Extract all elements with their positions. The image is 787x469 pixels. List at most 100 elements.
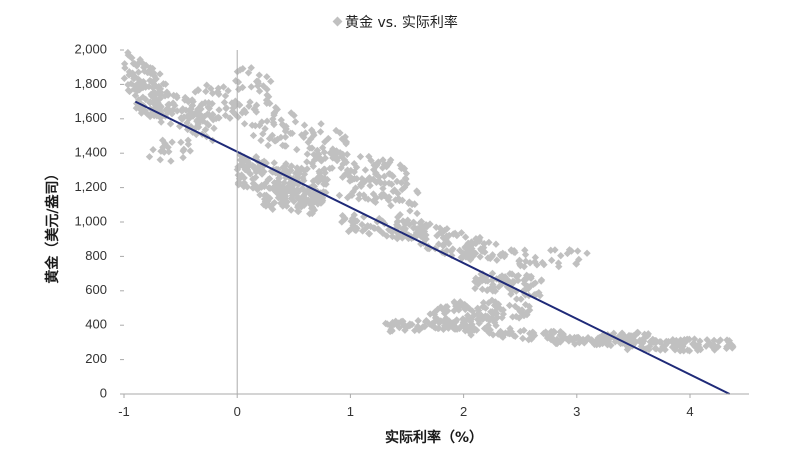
scatter-point	[483, 312, 492, 321]
scatter-point	[303, 150, 312, 158]
scatter-point	[234, 163, 242, 171]
scatter-point	[263, 73, 271, 81]
y-tick-label: 1,800	[74, 76, 107, 91]
scatter-point	[406, 207, 414, 215]
scatter-point	[149, 84, 157, 92]
scatter-point	[557, 251, 565, 260]
scatter-point	[241, 108, 250, 117]
y-tick-label: 1,600	[74, 110, 107, 125]
scatter-point	[250, 183, 258, 191]
scatter-point	[412, 229, 421, 237]
scatter-point	[385, 170, 393, 178]
y-tick-label: 800	[85, 248, 107, 263]
scatter-point	[476, 253, 484, 261]
scatter-point	[250, 164, 259, 172]
scatter-point	[349, 221, 357, 229]
scatter-point	[270, 120, 278, 129]
scatter-point	[224, 87, 232, 95]
scatter-point	[258, 181, 266, 190]
scatter-point	[181, 93, 189, 102]
scatter-point	[167, 157, 175, 165]
scatter-point	[488, 296, 496, 304]
scatter-point	[480, 324, 489, 333]
scatter-point	[272, 103, 280, 112]
scatter-point	[358, 227, 367, 235]
scatter-point	[172, 92, 181, 100]
scatter-point	[124, 81, 132, 89]
scatter-point	[471, 284, 479, 293]
scatter-point	[426, 310, 434, 318]
scatter-point	[143, 68, 152, 77]
scatter-point	[301, 189, 310, 198]
scatter-point	[370, 224, 378, 232]
scatter-point	[449, 230, 457, 238]
scatter-point	[156, 70, 164, 78]
scatter-point	[194, 120, 202, 128]
scatter-point	[708, 343, 717, 351]
scatter-point	[184, 136, 192, 144]
scatter-point	[411, 326, 419, 335]
scatter-point	[263, 85, 271, 94]
scatter-point	[696, 345, 705, 354]
scatter-point	[691, 341, 700, 349]
scatter-point	[369, 197, 378, 205]
scatter-point	[568, 335, 577, 344]
scatter-point	[293, 145, 301, 154]
scatter-point	[264, 197, 272, 205]
scatter-point	[402, 323, 411, 332]
scatter-point	[519, 334, 527, 343]
scatter-point	[215, 114, 223, 122]
y-axis-ticks: 0 200 400 600 800 1,000 1,200 1,400 1,600 1,800 2,…	[74, 41, 124, 400]
scatter-point	[230, 109, 239, 118]
scatter-point	[473, 310, 482, 319]
scatter-point	[145, 153, 154, 161]
scatter-point	[416, 219, 424, 227]
scatter-point	[506, 270, 514, 278]
scatter-point	[679, 342, 687, 350]
scatter-point	[309, 177, 317, 185]
scatter-point	[364, 195, 372, 203]
scatter-point	[671, 346, 679, 354]
scatter-point	[472, 326, 481, 334]
scatter-point	[338, 211, 347, 220]
scatter-point	[702, 342, 710, 350]
scatter-point	[514, 271, 523, 280]
x-axis-title: 实际利率（%）	[385, 429, 483, 446]
scatter-point	[433, 232, 441, 240]
scatter-point	[120, 74, 129, 83]
scatter-point	[137, 109, 146, 117]
scatter-point	[229, 104, 237, 112]
scatter-point	[281, 133, 290, 141]
scatter-point	[651, 344, 659, 353]
scatter-point	[297, 164, 306, 172]
scatter-point	[352, 226, 360, 235]
scatter-point	[248, 121, 256, 129]
scatter-point	[265, 184, 273, 192]
scatter-point	[125, 68, 134, 76]
scatter-point	[240, 120, 249, 128]
scatter-point	[413, 187, 421, 195]
scatter-point	[521, 246, 529, 254]
scatter-point	[439, 242, 448, 250]
scatter-point	[466, 317, 475, 326]
scatter-point	[290, 111, 298, 120]
scatter-point	[488, 269, 497, 278]
scatter-point	[228, 99, 236, 107]
scatter-point	[306, 144, 314, 152]
scatter-point	[479, 299, 488, 307]
scatter-point	[366, 181, 374, 190]
scatter-point	[413, 209, 421, 218]
scatter-point	[537, 277, 545, 285]
scatter-point	[168, 138, 176, 146]
scatter-point	[165, 106, 173, 115]
scatter-point	[669, 336, 677, 344]
scatter-point	[203, 81, 211, 89]
y-tick-label: 400	[85, 317, 107, 332]
scatter-point	[346, 191, 354, 200]
scatter-point	[565, 246, 574, 254]
y-tick-label: 200	[85, 351, 107, 366]
scatter-point	[299, 174, 307, 182]
scatter-point	[469, 252, 477, 260]
scatter-point	[483, 286, 491, 295]
